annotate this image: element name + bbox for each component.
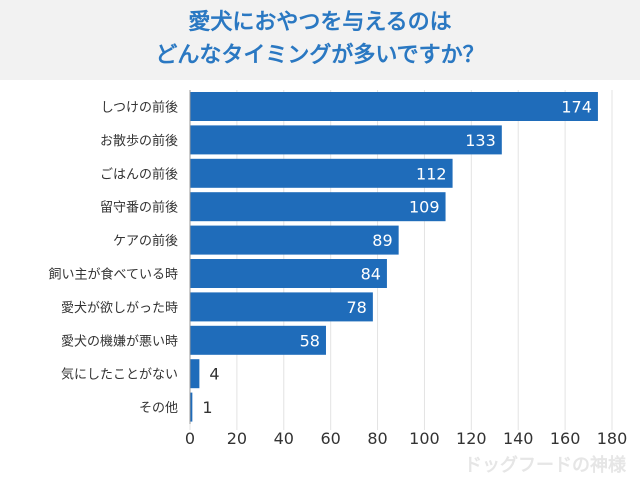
bar	[190, 392, 193, 422]
x-tick-label: 20	[227, 429, 247, 448]
watermark-logo: ドッグフードの神様	[464, 455, 626, 476]
category-label: お散歩の前後	[100, 133, 178, 149]
data-label: 4	[209, 365, 219, 384]
x-tick-label: 60	[320, 429, 340, 448]
category-label: 愛犬が欲しがった時	[61, 300, 178, 316]
x-tick-label: 140	[503, 429, 534, 448]
bar	[190, 125, 502, 155]
bar	[190, 359, 200, 389]
category-label: 愛犬の機嫌が悪い時	[61, 334, 178, 349]
x-tick-label: 120	[456, 429, 487, 448]
x-tick-label: 100	[409, 429, 440, 448]
x-tick-label: 80	[367, 429, 387, 448]
data-label: 109	[409, 198, 440, 217]
data-label: 58	[300, 331, 320, 350]
bar	[190, 225, 399, 255]
bar	[190, 158, 453, 188]
data-label: 174	[561, 98, 592, 117]
bar	[190, 325, 326, 355]
data-label: 84	[361, 265, 381, 284]
data-label: 133	[465, 131, 496, 150]
title-line-1: 愛犬におやつを与えるのは	[188, 10, 452, 35]
data-label: 1	[202, 398, 212, 417]
category-label: 留守番の前後	[100, 200, 178, 216]
x-tick-label: 160	[550, 429, 581, 448]
bar	[190, 259, 387, 288]
x-tick-label: 180	[597, 429, 628, 448]
bar	[190, 192, 446, 222]
category-label: しつけの前後	[101, 100, 178, 116]
category-label: 飼い主が食べている時	[49, 267, 178, 283]
data-label: 78	[347, 298, 367, 317]
category-label: ごはんの前後	[100, 166, 178, 182]
bar	[190, 92, 598, 121]
bar	[190, 292, 373, 322]
data-label: 112	[416, 164, 447, 183]
data-label: 89	[372, 231, 392, 250]
category-label: その他	[139, 401, 178, 416]
category-label: 気にしたことがない	[61, 367, 178, 383]
chart-title: 愛犬におやつを与えるのは どんなタイミングが多いですか？	[0, 0, 640, 80]
title-line-2: どんなタイミングが多いですか？	[155, 43, 485, 68]
category-label: ケアの前後	[113, 233, 178, 249]
x-tick-label: 40	[274, 429, 294, 448]
x-tick-label: 0	[185, 429, 195, 448]
